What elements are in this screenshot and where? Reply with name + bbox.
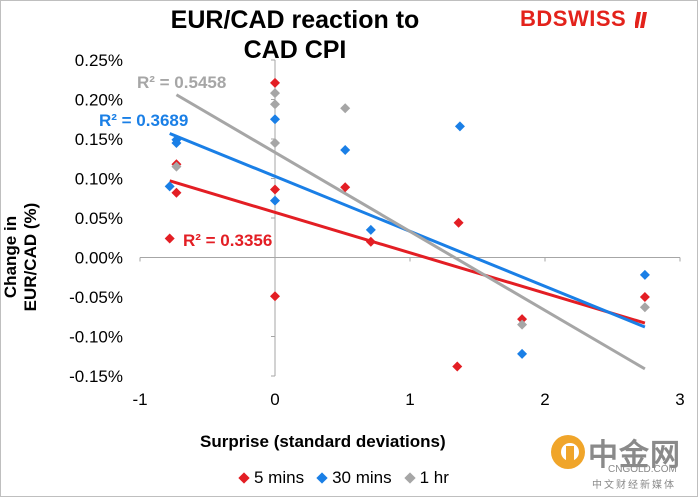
data-point-1-hr <box>340 103 351 114</box>
y-tick-label: 0.25% <box>75 51 123 70</box>
y-tick-label: 0.20% <box>75 91 123 110</box>
data-point-5-mins <box>270 77 280 88</box>
data-point-30-mins <box>454 121 465 132</box>
data-point-30-mins <box>365 224 376 235</box>
data-point-5-mins <box>340 182 351 193</box>
y-tick-label: -0.05% <box>69 288 123 307</box>
legend-item-1-hr: 1 hr <box>403 468 449 488</box>
watermark-main-text: 中金网 <box>588 439 681 472</box>
legend-marker-5-mins <box>238 472 250 484</box>
data-point-1-hr <box>270 88 280 99</box>
y-tick-label: 0.00% <box>75 249 123 268</box>
data-point-5-mins <box>270 184 280 195</box>
x-axis-label: Surprise (standard deviations) <box>200 432 446 451</box>
y-tick-label: 0.15% <box>75 130 123 149</box>
legend-label-1-hr: 1 hr <box>419 468 449 487</box>
data-point-5-mins <box>164 233 175 244</box>
legend-item-5-mins: 5 mins <box>238 468 305 488</box>
data-point-5-mins <box>453 217 464 228</box>
x-tick-label: 2 <box>540 390 549 409</box>
data-point-30-mins <box>517 348 528 359</box>
data-point-5-mins <box>452 361 463 372</box>
legend-marker-1-hr <box>403 472 416 484</box>
trendline-1-hr <box>175 93 646 371</box>
x-tick-label: 0 <box>270 390 279 409</box>
x-tick-label: 3 <box>675 390 684 409</box>
data-point-1-hr <box>270 137 280 148</box>
data-point-30-mins <box>340 145 351 156</box>
x-tick-label: 1 <box>405 390 414 409</box>
x-tick-label: -1 <box>132 390 147 409</box>
r2-label-5-mins: R² = 0.3356 <box>183 231 272 250</box>
data-point-1-hr <box>639 302 650 313</box>
y-tick-label: -0.15% <box>69 367 123 386</box>
logo-stripes-icon <box>633 12 647 28</box>
data-point-1-hr <box>517 319 528 330</box>
data-point-5-mins <box>171 187 182 198</box>
watermark-domain: CNGOLD.COM <box>608 464 677 475</box>
cngold-watermark: 中金网 CNGOLD.COM 中文财经新媒体 <box>548 428 698 491</box>
y-tick-label: 0.10% <box>75 170 123 189</box>
logo-bd: BD <box>520 6 553 31</box>
data-point-5-mins <box>517 314 528 325</box>
r2-label-30-mins: R² = 0.3689 <box>99 111 188 130</box>
data-point-5-mins <box>365 236 376 247</box>
legend-marker-30-mins <box>316 472 328 484</box>
chart-title: EUR/CAD reaction to CAD CPI <box>170 6 420 64</box>
data-point-5-mins <box>639 292 650 302</box>
data-point-5-mins <box>270 291 280 302</box>
watermark-subtitle: 中文财经新媒体 <box>592 480 676 491</box>
data-point-30-mins <box>270 195 280 206</box>
cngold-logo-icon <box>551 435 585 469</box>
r2-label-1-hr: R² = 0.5458 <box>137 73 226 92</box>
data-point-30-mins <box>164 181 175 192</box>
legend-label-30-mins: 30 mins <box>332 468 392 487</box>
bdswiss-logo: BDSWISS <box>520 6 647 36</box>
trendline-5-mins <box>169 179 646 325</box>
legend-item-30-mins: 30 mins <box>316 468 392 488</box>
legend: 5 mins 30 mins 1 hr <box>238 468 449 488</box>
data-point-30-mins <box>639 269 650 280</box>
legend-label-5-mins: 5 mins <box>254 468 305 487</box>
y-tick-label: -0.10% <box>69 328 123 347</box>
data-point-1-hr <box>270 99 280 110</box>
data-point-30-mins <box>270 114 280 125</box>
y-tick-label: 0.05% <box>75 209 123 228</box>
logo-swiss: SWISS <box>552 6 627 31</box>
data-point-1-hr <box>171 161 182 172</box>
data-point-30-mins <box>171 137 182 148</box>
